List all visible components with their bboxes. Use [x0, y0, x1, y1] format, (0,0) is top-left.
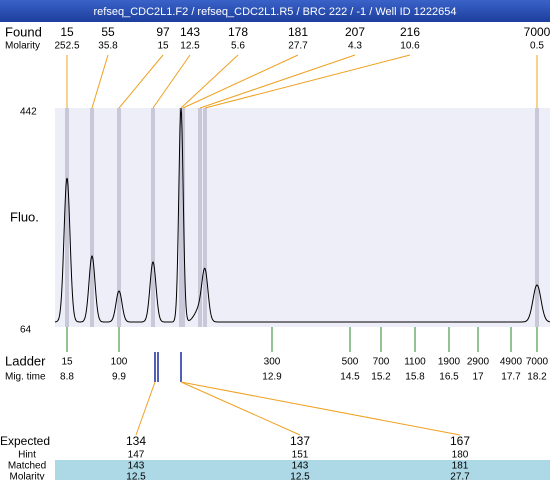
cell: 143 [292, 461, 309, 472]
peak-band [117, 108, 121, 327]
cell: 181 [452, 461, 469, 472]
peak-band [198, 108, 202, 327]
ladder-size: 500 [342, 357, 359, 368]
found-size: 55 [101, 25, 115, 39]
ladder-size: 15 [61, 357, 73, 368]
found-connector [204, 54, 411, 109]
trace [54, 107, 550, 323]
ladder-time: 18.2 [527, 372, 547, 383]
found-size: 216 [400, 25, 420, 39]
peak-band [203, 108, 207, 327]
row-label: Molarity [9, 472, 44, 480]
ladder-size: 1900 [438, 357, 461, 368]
y-axis-label: Fluo. [10, 209, 39, 224]
cell: 151 [292, 450, 309, 461]
peak-band [181, 108, 185, 327]
found-molarity: 15 [157, 41, 169, 52]
ladder-time: 15.2 [371, 372, 391, 383]
expected-connector [180, 381, 301, 436]
found-molarity: 252.5 [54, 41, 79, 52]
found-molarity: 12.5 [180, 41, 200, 52]
found-size: 143 [180, 25, 200, 39]
cell: 137 [290, 434, 310, 448]
plot-area [55, 108, 550, 327]
peak-band [90, 108, 94, 327]
peak-band [151, 108, 155, 327]
y-top-label: 442 [20, 107, 37, 118]
found-size: 97 [156, 25, 170, 39]
expected-connector [180, 381, 461, 436]
ladder-size: 700 [373, 357, 390, 368]
dynamic: 15252.55535.8971514312.51785.618127.7207… [0, 25, 550, 480]
molarity-label: Molarity [5, 41, 40, 52]
mig-time-label: Mig. time [5, 372, 46, 383]
cell: 12.5 [290, 472, 310, 480]
found-size: 207 [345, 25, 365, 39]
found-size: 15 [60, 25, 74, 39]
cell: 12.5 [126, 472, 146, 480]
cell: 27.7 [450, 472, 470, 480]
ladder-size: 7000 [526, 357, 549, 368]
title: refseq_CDC2L1.F2 / refseq_CDC2L1.R5 / BR… [94, 6, 457, 18]
found-connector [91, 54, 109, 109]
ladder-size: 1100 [404, 357, 426, 368]
found-molarity: 5.6 [231, 41, 245, 52]
found-molarity: 10.6 [400, 41, 420, 52]
ladder-size: 300 [264, 357, 281, 368]
cell: 180 [452, 450, 469, 461]
found-connector [180, 54, 239, 109]
found-connector [118, 54, 164, 109]
found-molarity: 35.8 [98, 41, 118, 52]
ladder-size: 2900 [467, 357, 490, 368]
found-size: 7000 [524, 25, 550, 39]
y-bottom-label: 64 [20, 325, 32, 336]
cell: 143 [128, 461, 145, 472]
peak-band [535, 108, 539, 327]
cell: 167 [450, 434, 470, 448]
found-connector [152, 54, 191, 109]
ladder-time: 17.7 [501, 372, 521, 383]
ladder-time: 14.5 [340, 372, 360, 383]
ladder-size: 100 [111, 357, 128, 368]
ladder-time: 8.8 [60, 372, 74, 383]
ladder-time: 15.8 [405, 372, 425, 383]
title-bar [0, 0, 550, 22]
found-size: 181 [288, 25, 308, 39]
found-connector [182, 54, 299, 109]
found-size: 178 [228, 25, 248, 39]
row-label: Matched [8, 461, 46, 472]
peak-band [65, 108, 69, 327]
ladder-label: Ladder [5, 353, 46, 368]
matched-rows-bg [55, 460, 550, 480]
ladder-size: 4900 [500, 357, 523, 368]
found-molarity: 4.3 [348, 41, 362, 52]
row-label: Expected [0, 434, 50, 448]
cell: 147 [128, 450, 145, 461]
ladder-time: 16.5 [439, 372, 459, 383]
found-molarity: 0.5 [530, 41, 544, 52]
ladder-time: 12.9 [262, 372, 282, 383]
found-molarity: 27.7 [288, 41, 308, 52]
row-label: Hint [18, 450, 36, 461]
expected-connector [135, 381, 156, 436]
ladder-time: 9.9 [112, 372, 126, 383]
ladder-time: 17 [472, 372, 484, 383]
cell: 134 [126, 434, 146, 448]
found-connector [199, 54, 356, 109]
found-label: Found [5, 24, 42, 39]
